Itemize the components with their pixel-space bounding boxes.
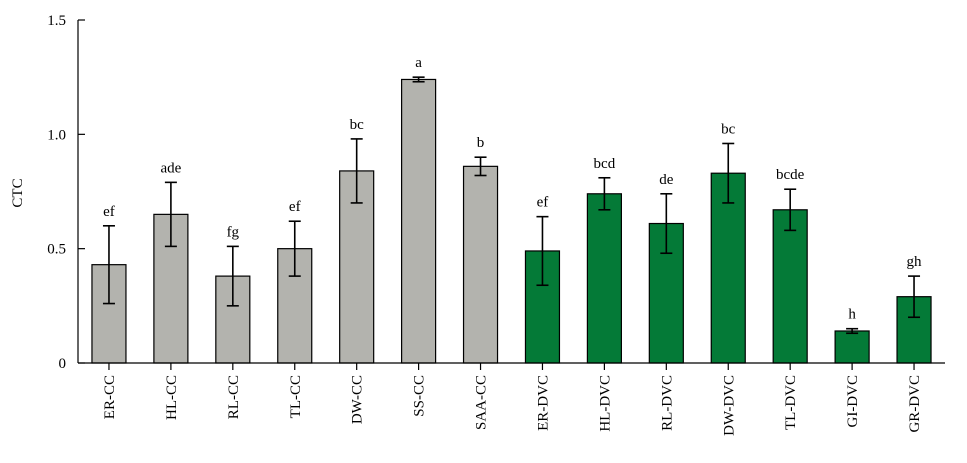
- significance-label: h: [848, 307, 856, 323]
- significance-label: a: [415, 55, 422, 71]
- error-bar: [226, 245, 239, 307]
- significance-label: ef: [289, 199, 301, 215]
- category-label: DW-DVC: [721, 375, 737, 436]
- bar-hl-dvc: [586, 193, 622, 364]
- error-bar: [722, 142, 735, 204]
- category-label: GR-DVC: [907, 375, 923, 433]
- error-bar: [412, 76, 425, 83]
- error-bar: [350, 138, 363, 204]
- error-bar: [846, 327, 859, 335]
- significance-label: ade: [160, 160, 181, 176]
- category-label: HL-DVC: [597, 375, 613, 432]
- bar-dw-dvc: [710, 172, 746, 364]
- significance-label: de: [659, 172, 674, 188]
- bar-tl-dvc: [772, 209, 808, 364]
- category-label: HL-CC: [164, 375, 180, 420]
- error-bar: [598, 176, 611, 211]
- significance-label: bcde: [776, 167, 805, 183]
- significance-label: bcd: [594, 156, 616, 172]
- category-labels: ER-CC HL-CC RL-CC TL-CC DW-CC SS-CC SAA-CC ER-D…: [102, 363, 923, 436]
- error-bar: [660, 192, 673, 255]
- category-label: TL-DVC: [783, 375, 799, 430]
- category-label: SAA-CC: [474, 375, 490, 430]
- y-tick-label: 1.5: [47, 13, 66, 29]
- error-bar: [164, 181, 177, 248]
- significance-label: ef: [103, 204, 115, 220]
- y-tick-label: 0: [59, 356, 67, 372]
- significance-label: b: [477, 135, 485, 151]
- error-bar: [784, 188, 797, 232]
- significance-label: ef: [537, 195, 549, 211]
- category-label: RL-CC: [226, 375, 242, 419]
- category-label: ER-DVC: [535, 375, 551, 431]
- y-tick-label: 1.0: [47, 127, 66, 143]
- bars: [91, 78, 932, 364]
- significance-label: bc: [350, 117, 365, 133]
- significance-label: fg: [227, 224, 240, 240]
- bar-dw-cc: [339, 170, 375, 364]
- y-tick-label: 0.5: [47, 242, 66, 258]
- error-bar: [536, 215, 549, 287]
- y-ticks: 0 0.5 1.0 1.5: [47, 13, 85, 372]
- y-axis-title: CTC: [10, 178, 26, 207]
- category-label: GI-DVC: [845, 375, 861, 428]
- significance-labels: ef ade fg ef bc a b ef bcd de bc bcde h gh: [103, 55, 922, 323]
- bar-gi-dvc: [834, 330, 870, 364]
- error-bar: [102, 225, 115, 305]
- error-bar: [288, 220, 301, 277]
- category-label: DW-CC: [350, 375, 366, 424]
- significance-label: gh: [907, 254, 923, 270]
- error-bar: [908, 275, 921, 319]
- category-label: ER-CC: [102, 375, 118, 419]
- category-label: TL-CC: [288, 375, 304, 418]
- error-bar: [474, 156, 487, 177]
- bar-saa-cc: [462, 165, 499, 364]
- significance-label: bc: [721, 121, 736, 137]
- bar-ss-cc: [401, 78, 437, 364]
- category-label: SS-CC: [412, 375, 428, 417]
- category-label: RL-DVC: [659, 375, 675, 431]
- error-bars: [102, 76, 921, 335]
